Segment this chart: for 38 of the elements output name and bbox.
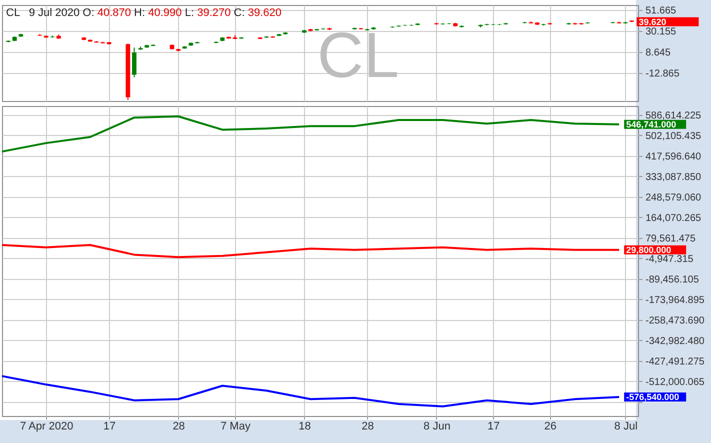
- x-tick-label: 8 Jun: [424, 420, 450, 432]
- line-series: [1, 375, 620, 408]
- data-label: 546,741.000: [626, 119, 676, 130]
- y-tick-label: -89,456.105: [646, 274, 700, 286]
- x-tick-label: 17: [103, 420, 116, 432]
- line-series: [1, 115, 620, 153]
- y-tick-label: -173,964.895: [646, 294, 705, 306]
- y-tick-label: 51.665: [646, 6, 677, 17]
- annotation: CL: [317, 18, 400, 91]
- y-tick-label: 586,614.225: [646, 110, 702, 122]
- y-tick-label: 333,087.850: [646, 172, 702, 183]
- y-tick-label: 30.155: [646, 26, 677, 38]
- x-tick-label: 17: [488, 420, 500, 432]
- y-tick-label: -512,000.065: [646, 376, 705, 388]
- y-tick-label: 8.645: [646, 48, 671, 59]
- data-label: -576,540.000: [626, 392, 680, 402]
- x-tick-label: 7 May: [220, 420, 251, 432]
- line-series: [1, 244, 620, 258]
- y-tick-label: -12.865: [646, 68, 680, 80]
- text: 39.620: [638, 16, 666, 27]
- y-tick-label: 79,561.475: [646, 233, 696, 244]
- y-tick-label: -342,982.480: [646, 336, 705, 347]
- x-tick-label: 28: [362, 420, 374, 432]
- y-tick-label: 417,596.640: [646, 151, 702, 162]
- x-tick-label: 18: [298, 420, 311, 432]
- candlestick: [132, 46, 136, 78]
- x-tick-label: 28: [172, 420, 185, 432]
- y-tick-label: 164,070.265: [646, 212, 702, 224]
- y-tick-label: 502,105.435: [646, 130, 702, 142]
- chart-title: CL 9 Jul 2020 O: 40.870 H: 40.990 L: 39.270 C: 39.620: [6, 7, 282, 19]
- y-tick-label: -427,491.275: [646, 356, 705, 368]
- x-tick-label: 8 Jul: [614, 420, 638, 432]
- data-label: 29,800.000: [626, 244, 672, 255]
- y-tick-label: 248,579.060: [646, 192, 702, 204]
- y-tick-label: -4,947.315: [646, 254, 694, 265]
- y-tick-label: -258,473.690: [646, 315, 705, 326]
- x-tick-label: 26: [544, 420, 556, 432]
- x-tick-label: 7 Apr 2020: [20, 420, 74, 432]
